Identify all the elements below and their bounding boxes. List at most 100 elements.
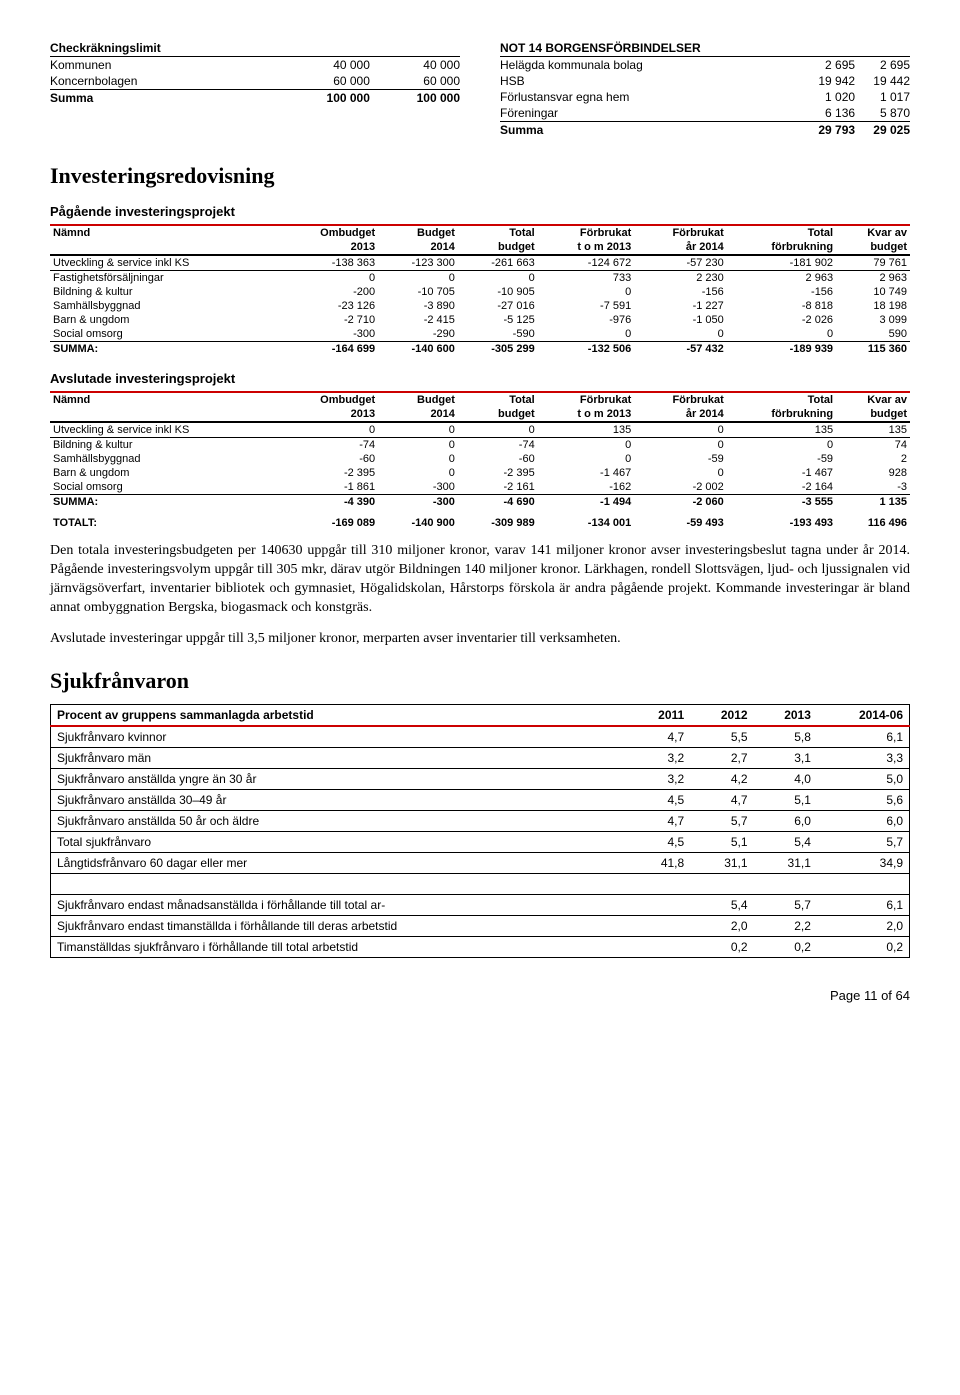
cell: 4,0 xyxy=(754,769,817,790)
row-label: Sjukfrånvaro män xyxy=(51,748,628,769)
row-label: Sjukfrånvaro endast månadsanställda i fö… xyxy=(51,895,628,916)
row-label: TOTALT: xyxy=(50,509,280,530)
cell: -10 905 xyxy=(458,285,538,299)
cell: 6 136 xyxy=(800,105,855,122)
cell: -2 164 xyxy=(727,480,836,495)
cell: -305 299 xyxy=(458,342,538,357)
table-row: SUMMA:-4 390-300-4 690-1 494-2 060-3 555… xyxy=(50,495,910,510)
row-label: Barn & ungdom xyxy=(50,466,280,480)
cell: 0 xyxy=(634,466,727,480)
cell: 0,2 xyxy=(754,937,817,958)
table-row: Utveckling & service inkl KS000135013513… xyxy=(50,422,910,438)
cell: 5,6 xyxy=(817,790,910,811)
col-header: Total xyxy=(458,392,538,407)
col-header: år 2014 xyxy=(634,240,727,255)
cell: 0 xyxy=(538,327,635,342)
table-row: Sjukfrånvaro endast månadsanställda i fö… xyxy=(51,895,910,916)
col-header: Kvar av xyxy=(836,392,910,407)
cell: 74 xyxy=(836,438,910,453)
row-label: Total sjukfrånvaro xyxy=(51,832,628,853)
row-label: Sjukfrånvaro anställda yngre än 30 år xyxy=(51,769,628,790)
row-label: SUMMA: xyxy=(50,495,280,510)
borgen-block: NOT 14 BORGENSFÖRBINDELSER Helägda kommu… xyxy=(500,40,910,138)
row-label: Koncernbolagen xyxy=(50,73,280,90)
table-row: Sjukfrånvaro anställda yngre än 30 år3,2… xyxy=(51,769,910,790)
cell: 40 000 xyxy=(280,57,370,74)
row-label: Utveckling & service inkl KS xyxy=(50,422,280,438)
cell: -164 699 xyxy=(280,342,378,357)
spacer-row xyxy=(51,874,910,895)
cell: -1 050 xyxy=(634,313,727,327)
cell: 5 870 xyxy=(855,105,910,122)
col-header: förbrukning xyxy=(727,240,836,255)
cell xyxy=(628,916,690,937)
cell xyxy=(628,895,690,916)
cell: 6,1 xyxy=(817,726,910,748)
cell: -8 818 xyxy=(727,299,836,313)
col-header: Procent av gruppens sammanlagda arbetsti… xyxy=(51,705,628,727)
cell: 0 xyxy=(458,422,538,438)
cell: -2 415 xyxy=(378,313,458,327)
cell: 18 198 xyxy=(836,299,910,313)
row-label: Timanställdas sjukfrånvaro i förhållande… xyxy=(51,937,628,958)
cell: -4 690 xyxy=(458,495,538,510)
table-row: Bildning & kultur-200-10 705-10 9050-156… xyxy=(50,285,910,299)
cell: 135 xyxy=(538,422,635,438)
borgen-header: NOT 14 BORGENSFÖRBINDELSER xyxy=(500,40,800,57)
col-header: 2014-06 xyxy=(817,705,910,727)
cell: 3,2 xyxy=(628,769,690,790)
table-row: Social omsorg-1 861-300-2 161-162-2 002-… xyxy=(50,480,910,495)
cell: 2 963 xyxy=(836,271,910,286)
cell: -27 016 xyxy=(458,299,538,313)
row-label: Sjukfrånvaro anställda 30–49 år xyxy=(51,790,628,811)
col-header: 2013 xyxy=(280,407,378,422)
cell xyxy=(628,937,690,958)
col-header: 2013 xyxy=(754,705,817,727)
row-label: Utveckling & service inkl KS xyxy=(50,255,280,271)
cell: -309 989 xyxy=(458,509,538,530)
cell: 0,2 xyxy=(817,937,910,958)
cell: -2 026 xyxy=(727,313,836,327)
cell: 115 360 xyxy=(836,342,910,357)
cell: 0 xyxy=(634,438,727,453)
investering-heading: Investeringsredovisning xyxy=(50,163,910,189)
row-label: Social omsorg xyxy=(50,480,280,495)
cell: -3 890 xyxy=(378,299,458,313)
cell: -200 xyxy=(280,285,378,299)
col-header: t o m 2013 xyxy=(538,407,635,422)
col-header: Budget xyxy=(378,392,458,407)
cell: 3,1 xyxy=(754,748,817,769)
row-label: Sjukfrånvaro endast timanställda i förhå… xyxy=(51,916,628,937)
cell: -193 493 xyxy=(727,509,836,530)
cell: 116 496 xyxy=(836,509,910,530)
col-header: Nämnd xyxy=(50,225,280,240)
cell: 5,7 xyxy=(817,832,910,853)
cell: -10 705 xyxy=(378,285,458,299)
cell: 2 963 xyxy=(727,271,836,286)
cell: 5,7 xyxy=(690,811,753,832)
row-label: Föreningar xyxy=(500,105,800,122)
cell: 34,9 xyxy=(817,853,910,874)
cell: -57 230 xyxy=(634,255,727,271)
cell: 3 099 xyxy=(836,313,910,327)
cell: -60 xyxy=(280,452,378,466)
table-row: Sjukfrånvaro anställda 30–49 år4,54,75,1… xyxy=(51,790,910,811)
col-header: Ombudget xyxy=(280,225,378,240)
cell: -162 xyxy=(538,480,635,495)
row-label: Sjukfrånvaro kvinnor xyxy=(51,726,628,748)
cell: -156 xyxy=(634,285,727,299)
cell: 0 xyxy=(538,438,635,453)
cell: 100 000 xyxy=(370,90,460,107)
cell: 2,0 xyxy=(817,916,910,937)
cell: 19 442 xyxy=(855,73,910,89)
cell: 3,3 xyxy=(817,748,910,769)
cell: -976 xyxy=(538,313,635,327)
borgen-table: NOT 14 BORGENSFÖRBINDELSER Helägda kommu… xyxy=(500,40,910,138)
row-label: Fastighetsförsäljningar xyxy=(50,271,280,286)
cell: 0 xyxy=(378,466,458,480)
table-row: Total sjukfrånvaro4,55,15,45,7 xyxy=(51,832,910,853)
cell: 2 695 xyxy=(800,57,855,74)
row-label: Sjukfrånvaro anställda 50 år och äldre xyxy=(51,811,628,832)
row-label: Samhällsbyggnad xyxy=(50,452,280,466)
cell: -124 672 xyxy=(538,255,635,271)
